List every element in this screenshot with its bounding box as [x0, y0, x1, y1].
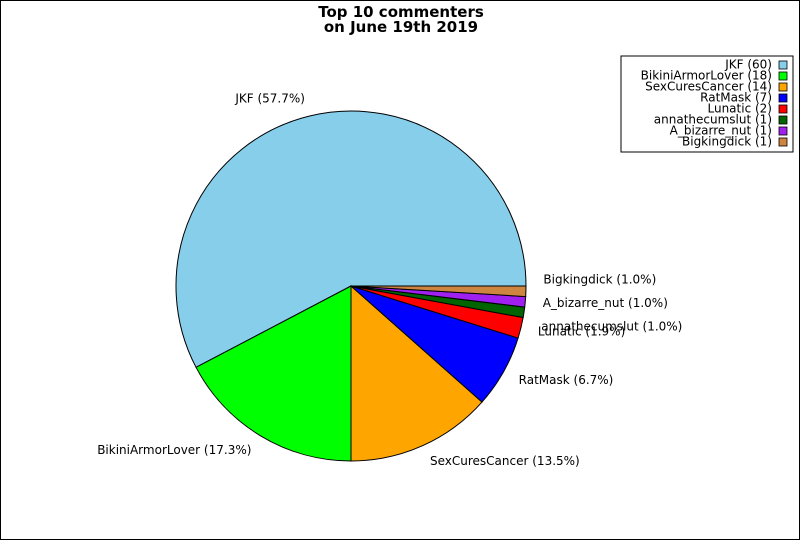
pie-slice-bigkingdick: [350, 285, 527, 298]
legend-swatch-a-bizarre-nut: [778, 126, 788, 136]
legend-label-bigkingdick: Bigkingdick (1): [682, 135, 772, 149]
legend-swatch-bigkingdick: [778, 137, 788, 147]
legend-label-a-bizarre-nut: A_bizarre_nut (1): [670, 124, 772, 138]
pie-slice-sexcurescancer: [350, 284, 483, 462]
slice-label-annathecumslut: annathecumslut (1.0%): [541, 319, 682, 333]
chart-title-line-1: Top 10 commenters: [318, 3, 484, 21]
legend-swatch-ratmask: [778, 93, 788, 103]
slice-labels: JKF (57.7%) BikiniArmorLover (17.3%) SexCu…: [97, 92, 682, 468]
pie-slices: [175, 110, 527, 462]
legend-swatch-sexcurescancer: [778, 82, 788, 92]
legend-label-sexcurescancer: SexCuresCancer (14): [645, 80, 772, 94]
legend-swatch-annathecumslut: [778, 115, 788, 125]
legend-swatch-lunatic: [778, 104, 788, 114]
legend-frame: [620, 55, 794, 153]
legend-swatch-bikiniarmorlover: [778, 71, 788, 81]
legend-label-annathecumslut: annathecumslut (1): [654, 113, 772, 127]
slice-label-jkf: JKF (57.7%): [234, 92, 305, 106]
legend: JKF (60)BikiniArmorLover (18)SexCuresCan…: [620, 55, 794, 153]
legend-label-bikiniarmorlover: BikiniArmorLover (18): [641, 69, 772, 83]
slice-label-ratmask: RatMask (6.7%): [519, 373, 614, 387]
slice-label-a-bizarre-nut: A_bizarre_nut (1.0%): [543, 296, 668, 310]
slice-label-lunatic: Lunatic (1.9%): [538, 325, 625, 339]
legend-label-ratmask: RatMask (7): [700, 91, 772, 105]
slice-label-sexcurescancer: SexCuresCancer (13.5%): [430, 454, 580, 468]
legend-label-lunatic: Lunatic (2): [708, 102, 773, 116]
legend-label-jkf: JKF (60): [724, 58, 772, 72]
pie-slice-jkf: [175, 110, 527, 369]
slice-label-bikiniarmorlover: BikiniArmorLover (17.3%): [97, 443, 251, 457]
pie-slice-bikiniarmorlover: [195, 285, 352, 462]
legend-swatch-jkf: [778, 60, 788, 70]
chart-title-line-2: on June 19th 2019: [324, 18, 478, 36]
slice-label-bigkingdick: Bigkingdick (1.0%): [543, 272, 656, 286]
